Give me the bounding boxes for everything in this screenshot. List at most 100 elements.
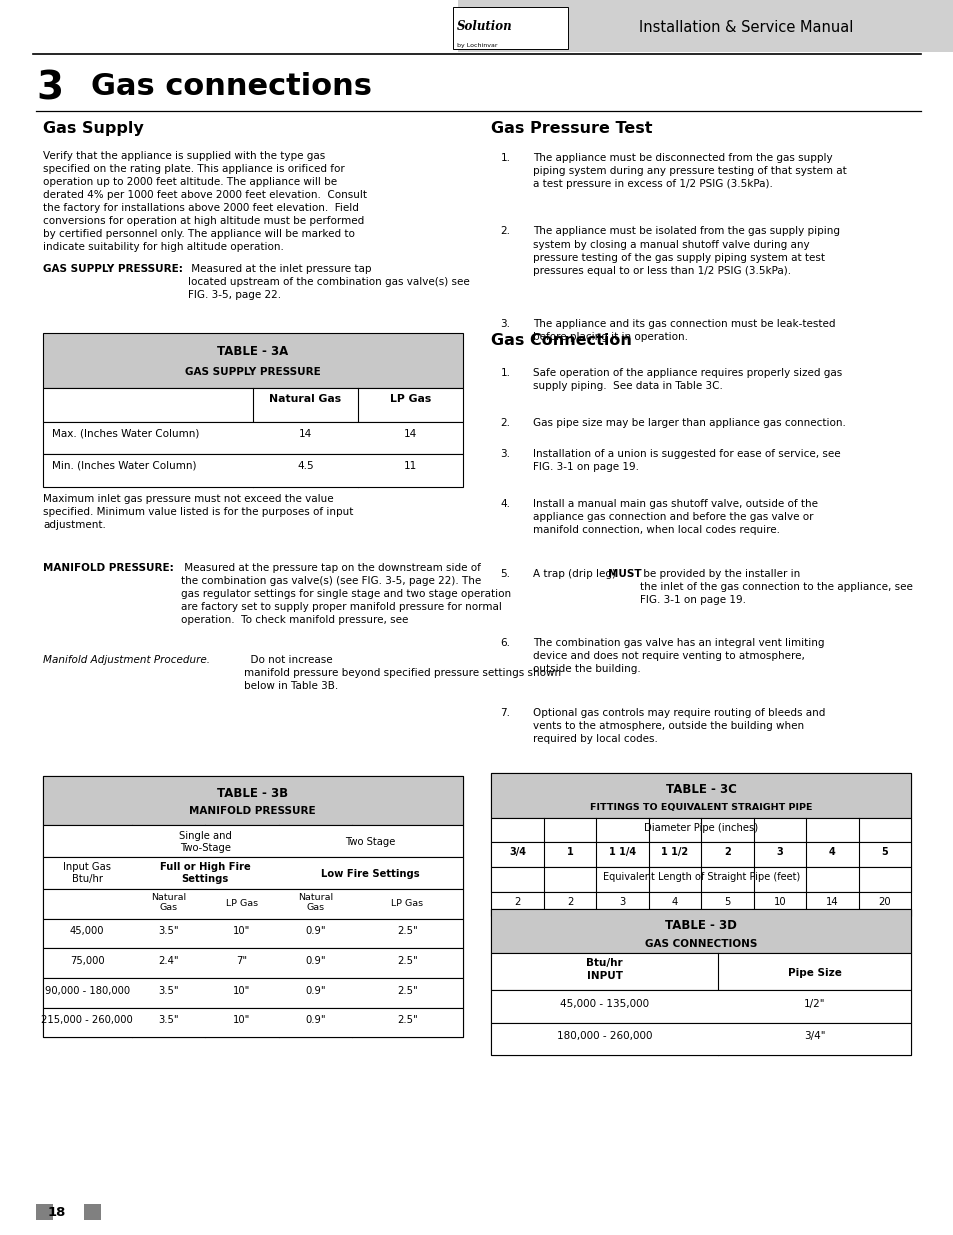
Text: 3/4: 3/4: [509, 847, 525, 857]
Text: The appliance and its gas connection must be leak-tested
before placing it in op: The appliance and its gas connection mus…: [533, 320, 835, 342]
Bar: [0, 0, 457, 52]
Text: 7": 7": [236, 956, 247, 966]
Bar: [43, 1008, 462, 1037]
Text: 14: 14: [825, 897, 838, 906]
Text: 0.9": 0.9": [305, 926, 325, 936]
Text: 2.4": 2.4": [158, 956, 178, 966]
Text: 1.: 1.: [500, 368, 510, 378]
Text: TABLE - 3B: TABLE - 3B: [217, 787, 288, 800]
Text: 1: 1: [566, 847, 573, 857]
Text: 1 1/4: 1 1/4: [608, 847, 636, 857]
Bar: [43, 857, 462, 889]
Text: Solution: Solution: [456, 20, 512, 33]
Text: Max. (Inches Water Column): Max. (Inches Water Column): [52, 429, 199, 438]
Text: LP Gas: LP Gas: [391, 899, 423, 908]
Bar: [43, 889, 462, 919]
Text: 3.: 3.: [500, 448, 510, 458]
Text: Pipe Size: Pipe Size: [787, 968, 841, 978]
Text: Full or High Fire
Settings: Full or High Fire Settings: [159, 862, 251, 883]
Text: Single and
Two-Stage: Single and Two-Stage: [178, 831, 232, 852]
Text: The appliance must be disconnected from the gas supply
piping system during any : The appliance must be disconnected from …: [533, 153, 846, 189]
Bar: [491, 773, 910, 818]
Bar: [491, 842, 910, 867]
Text: Gas Connection: Gas Connection: [491, 333, 632, 348]
Text: Do not increase
manifold pressure beyond specified pressure settings shown
below: Do not increase manifold pressure beyond…: [244, 655, 560, 690]
Bar: [43, 422, 462, 454]
Text: Manifold Adjustment Procedure.: Manifold Adjustment Procedure.: [43, 655, 210, 664]
Bar: [43, 776, 462, 1037]
Bar: [43, 388, 462, 422]
Text: 10": 10": [233, 1015, 251, 1025]
Text: Natural
Gas: Natural Gas: [297, 893, 333, 913]
Bar: [491, 867, 910, 892]
Text: 180,000 - 260,000: 180,000 - 260,000: [557, 1031, 652, 1041]
Bar: [36, 1204, 53, 1220]
Text: 3: 3: [618, 897, 625, 906]
Text: 2.5": 2.5": [396, 956, 417, 966]
Text: FITTINGS TO EQUIVALENT STRAIGHT PIPE: FITTINGS TO EQUIVALENT STRAIGHT PIPE: [589, 803, 812, 811]
Text: 3: 3: [776, 847, 782, 857]
Text: 4: 4: [671, 897, 678, 906]
Text: The combination gas valve has an integral vent limiting
device and does not requ: The combination gas valve has an integra…: [533, 638, 824, 674]
Text: 2: 2: [566, 897, 573, 906]
Text: Equivalent Length of Straight Pipe (feet): Equivalent Length of Straight Pipe (feet…: [602, 872, 799, 882]
Bar: [43, 776, 462, 825]
Text: 3: 3: [36, 69, 63, 107]
Text: MANIFOLD PRESSURE:: MANIFOLD PRESSURE:: [43, 563, 173, 573]
Text: 2.5": 2.5": [396, 986, 417, 995]
Text: GAS CONNECTIONS: GAS CONNECTIONS: [644, 939, 757, 948]
Bar: [43, 978, 462, 1008]
Text: LP Gas: LP Gas: [389, 394, 431, 404]
Text: The appliance must be isolated from the gas supply piping
system by closing a ma: The appliance must be isolated from the …: [533, 226, 840, 275]
Text: Natural
Gas: Natural Gas: [151, 893, 186, 913]
Text: 2.5": 2.5": [396, 1015, 417, 1025]
Text: 4.: 4.: [500, 499, 510, 509]
Text: Btu/hr
INPUT: Btu/hr INPUT: [586, 958, 622, 981]
Text: MANIFOLD PRESSURE: MANIFOLD PRESSURE: [190, 806, 315, 816]
Text: 14: 14: [298, 429, 312, 438]
Text: Natural Gas: Natural Gas: [269, 394, 341, 404]
Text: 11: 11: [403, 461, 416, 471]
Text: Verify that the appliance is supplied with the type gas
specified on the rating : Verify that the appliance is supplied wi…: [43, 151, 367, 252]
Bar: [453, 7, 567, 49]
Text: 7.: 7.: [500, 708, 510, 718]
Text: A trap (drip leg): A trap (drip leg): [533, 568, 618, 578]
Text: 4.5: 4.5: [296, 461, 314, 471]
Text: Min. (Inches Water Column): Min. (Inches Water Column): [52, 461, 196, 471]
Text: Optional gas controls may require routing of bleeds and
vents to the atmosphere,: Optional gas controls may require routin…: [533, 708, 824, 743]
Bar: [491, 909, 910, 1055]
Text: 0.9": 0.9": [305, 956, 325, 966]
Text: TABLE - 3A: TABLE - 3A: [217, 345, 288, 358]
Text: Installation & Service Manual: Installation & Service Manual: [639, 20, 853, 35]
Text: Install a manual main gas shutoff valve, outside of the
appliance gas connection: Install a manual main gas shutoff valve,…: [533, 499, 818, 535]
Text: TABLE - 3C: TABLE - 3C: [665, 783, 736, 797]
Text: 75,000: 75,000: [70, 956, 105, 966]
Text: 1 1/2: 1 1/2: [660, 847, 688, 857]
Text: Gas Pressure Test: Gas Pressure Test: [491, 121, 652, 136]
Bar: [491, 909, 910, 953]
Bar: [491, 773, 910, 892]
Text: 2: 2: [514, 897, 520, 906]
Text: 45,000 - 135,000: 45,000 - 135,000: [559, 999, 649, 1009]
Text: Gas pipe size may be larger than appliance gas connection.: Gas pipe size may be larger than applian…: [533, 419, 845, 429]
Bar: [84, 1204, 101, 1220]
Bar: [491, 990, 910, 1023]
Text: 2.5": 2.5": [396, 926, 417, 936]
Text: 1.: 1.: [500, 153, 510, 163]
Text: 0.9": 0.9": [305, 1015, 325, 1025]
Text: 3.5": 3.5": [158, 1015, 178, 1025]
Text: Measured at the pressure tap on the downstream side of
the combination gas valve: Measured at the pressure tap on the down…: [181, 563, 511, 625]
Bar: [43, 333, 462, 388]
Text: MUST: MUST: [607, 568, 641, 578]
Text: GAS SUPPLY PRESSURE:: GAS SUPPLY PRESSURE:: [43, 264, 183, 274]
Text: be provided by the installer in
the inlet of the gas connection to the appliance: be provided by the installer in the inle…: [639, 568, 912, 605]
Text: Measured at the inlet pressure tap
located upstream of the combination gas valve: Measured at the inlet pressure tap locat…: [188, 264, 469, 300]
Text: 1/2": 1/2": [803, 999, 824, 1009]
Text: 3.: 3.: [500, 320, 510, 330]
Text: 215,000 - 260,000: 215,000 - 260,000: [41, 1015, 133, 1025]
Text: Gas connections: Gas connections: [91, 72, 372, 100]
Text: 5: 5: [881, 847, 887, 857]
Bar: [491, 892, 910, 916]
Text: Diameter Pipe (inches): Diameter Pipe (inches): [643, 823, 758, 832]
Text: 5.: 5.: [500, 568, 510, 578]
